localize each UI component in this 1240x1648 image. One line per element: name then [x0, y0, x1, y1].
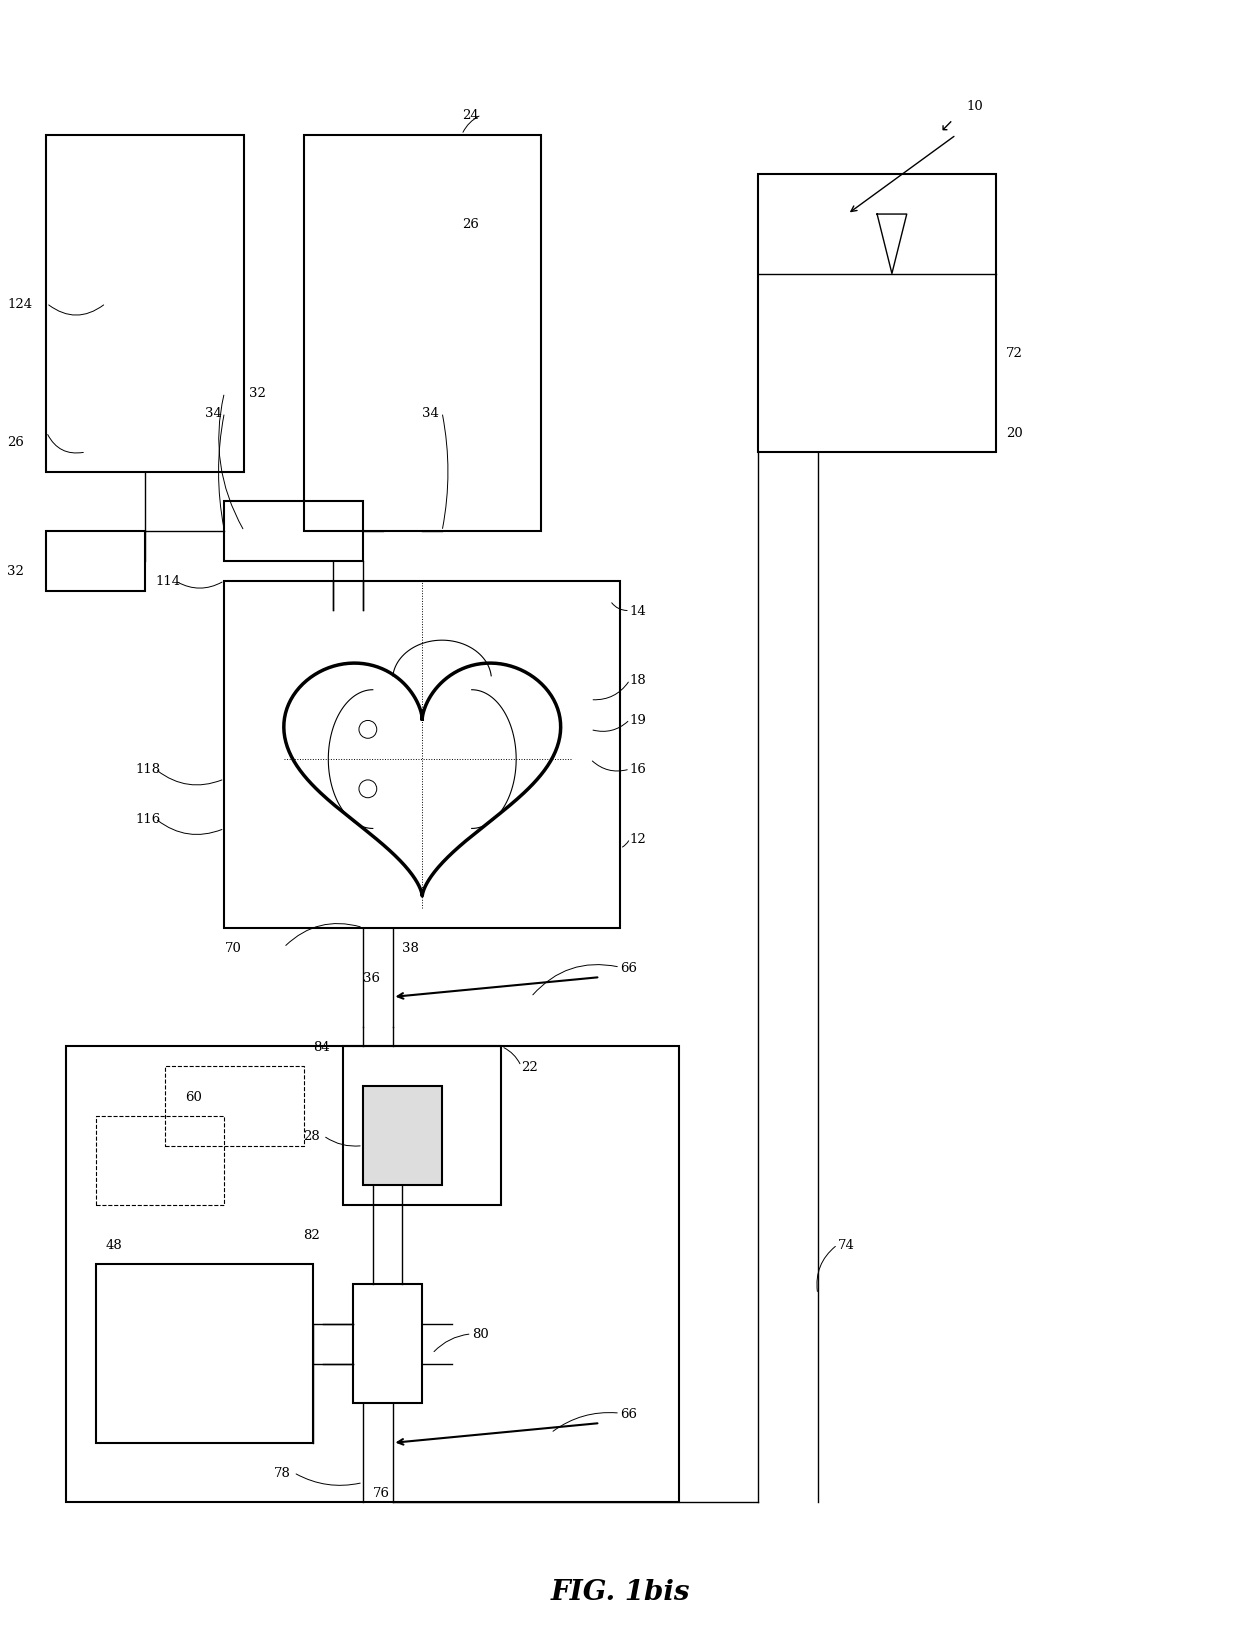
Text: 26: 26	[461, 218, 479, 231]
Bar	[224, 503, 363, 562]
Text: 10: 10	[966, 99, 983, 112]
Text: 66: 66	[620, 1407, 637, 1421]
Text: 18: 18	[630, 674, 646, 687]
Bar	[353, 1284, 423, 1404]
Text: 16: 16	[630, 763, 647, 776]
Text: 76: 76	[373, 1486, 389, 1500]
Text: 70: 70	[224, 941, 242, 954]
Text: $\swarrow$: $\swarrow$	[936, 117, 954, 133]
Text: 124: 124	[7, 298, 32, 310]
Text: 60: 60	[185, 1089, 202, 1103]
Text: 22: 22	[521, 1060, 538, 1073]
Text: FIG. 1bis: FIG. 1bis	[551, 1579, 689, 1605]
Text: 28: 28	[304, 1129, 320, 1142]
Bar	[363, 1086, 441, 1185]
Text: 36: 36	[363, 971, 379, 984]
Bar	[66, 1046, 680, 1503]
Text: 14: 14	[630, 605, 646, 618]
Text: 116: 116	[135, 812, 161, 826]
Text: 80: 80	[471, 1328, 489, 1340]
Text: 72: 72	[1006, 348, 1023, 359]
Bar	[95, 1116, 224, 1205]
Bar	[95, 1264, 314, 1444]
Bar	[224, 582, 620, 928]
Text: 32: 32	[7, 565, 24, 578]
Text: 38: 38	[403, 941, 419, 954]
Text: 12: 12	[630, 832, 646, 845]
Text: 26: 26	[7, 437, 24, 450]
Text: 48: 48	[105, 1238, 123, 1251]
Text: 82: 82	[304, 1228, 320, 1241]
Text: 118: 118	[135, 763, 161, 776]
Text: 19: 19	[630, 714, 647, 727]
Text: 24: 24	[461, 109, 479, 122]
Bar	[46, 135, 244, 473]
Bar	[304, 135, 541, 532]
Text: 34: 34	[423, 407, 439, 420]
Bar	[343, 1046, 501, 1205]
Bar	[165, 1066, 304, 1145]
Bar	[759, 175, 996, 453]
Text: 78: 78	[274, 1467, 291, 1480]
Text: 74: 74	[837, 1238, 854, 1251]
Text: 32: 32	[249, 387, 267, 400]
Text: 34: 34	[205, 407, 222, 420]
Text: 66: 66	[620, 961, 637, 974]
Bar	[46, 532, 145, 592]
Text: 84: 84	[314, 1040, 330, 1053]
Text: 20: 20	[1006, 427, 1023, 440]
Text: 114: 114	[155, 575, 180, 588]
